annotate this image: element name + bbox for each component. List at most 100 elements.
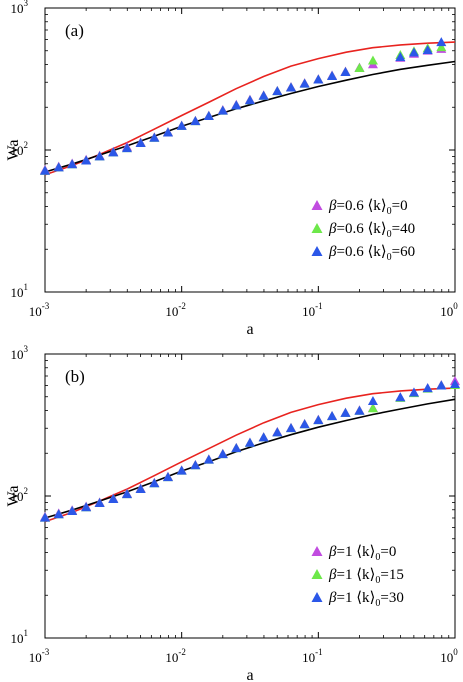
data-point — [422, 383, 433, 393]
y-tick-exponent: 3 — [24, 344, 29, 354]
legend-entry: β=1 ⟨k⟩0=30 — [328, 590, 404, 609]
data-point — [436, 37, 447, 47]
y-tick-base: 10 — [11, 285, 24, 300]
legend-entry: β=0.6 ⟨k⟩0=60 — [328, 244, 415, 263]
data-point — [367, 55, 378, 65]
data-point — [190, 116, 201, 126]
data-point — [299, 419, 310, 429]
minor-ticks — [45, 354, 455, 638]
data-point — [108, 494, 119, 504]
data-point — [67, 159, 78, 169]
data-point — [94, 151, 105, 161]
y-tick-base: 10 — [11, 143, 24, 158]
data-point — [340, 407, 351, 417]
black-model-curve — [44, 60, 456, 173]
y-tick-base: 10 — [11, 347, 24, 362]
data-point — [450, 378, 460, 388]
data-point — [40, 165, 50, 175]
data-point — [40, 512, 50, 522]
panel-label: (b) — [65, 367, 85, 386]
data-point — [327, 411, 338, 421]
x-tick-exponent: -3 — [42, 301, 50, 311]
data-point — [135, 483, 146, 493]
legend: β=0.6 ⟨k⟩0=0 β=0.6 ⟨k⟩0=40 β=0.6 ⟨k⟩0=60 — [311, 198, 415, 263]
data-point — [272, 86, 283, 96]
data-point — [327, 70, 338, 80]
data-point — [286, 423, 297, 433]
y-tick-label: 101 — [11, 628, 29, 646]
y-tick-label: 102 — [11, 140, 29, 158]
legend-marker — [311, 246, 323, 256]
data-point — [313, 74, 324, 84]
black-model-curve — [44, 398, 456, 519]
data-point — [395, 392, 406, 402]
legend-entry: β=1 ⟨k⟩0=0 — [328, 544, 396, 563]
y-tick-base: 10 — [11, 489, 24, 504]
data-point — [395, 52, 406, 62]
data-point — [258, 90, 269, 100]
x-tick-base: 10 — [165, 304, 178, 319]
data-point — [367, 403, 378, 413]
data-point — [94, 497, 105, 507]
y-tick-base: 10 — [11, 631, 24, 646]
y-tick-base: 10 — [11, 1, 24, 16]
x-tick-label: 10-1 — [302, 301, 323, 319]
y-tick-exponent: 3 — [24, 0, 29, 8]
x-tick-exponent: -1 — [315, 647, 323, 657]
x-tick-base: 10 — [29, 650, 42, 665]
x-tick-base: 10 — [302, 650, 315, 665]
red-model-curve — [44, 387, 456, 523]
legend-marker — [311, 546, 323, 556]
x-tick-label: 10-2 — [165, 301, 186, 319]
x-tick-base: 10 — [440, 304, 453, 319]
data-point — [354, 63, 365, 73]
x-axis-label: a — [246, 321, 253, 338]
data-point — [121, 489, 132, 499]
data-point — [162, 127, 173, 137]
legend-entry: β=0.6 ⟨k⟩0=40 — [328, 221, 415, 240]
y-tick-label: 101 — [11, 282, 29, 300]
data-point — [81, 502, 92, 512]
series-2 — [40, 378, 460, 522]
x-tick-label: 10-2 — [165, 647, 186, 665]
data-point — [176, 120, 187, 130]
y-tick-exponent: 1 — [24, 282, 29, 292]
y-tick-exponent: 1 — [24, 628, 29, 638]
panel-label: (a) — [65, 21, 84, 40]
x-tick-base: 10 — [302, 304, 315, 319]
legend-marker — [311, 223, 323, 233]
y-axis-label: Wa — [5, 486, 22, 507]
x-tick-label: 100 — [440, 647, 458, 665]
y-axis-label: Wa — [5, 140, 22, 161]
x-tick-base: 10 — [29, 304, 42, 319]
data-point — [81, 155, 92, 165]
y-tick-label: 103 — [11, 0, 29, 16]
data-point — [203, 454, 214, 464]
legend-entry: β=0.6 ⟨k⟩0=0 — [328, 198, 408, 217]
y-tick-exponent: 2 — [24, 140, 29, 150]
series-2 — [40, 37, 447, 175]
data-point — [313, 415, 324, 425]
data-point — [244, 437, 255, 447]
data-point — [422, 45, 433, 55]
x-tick-exponent: 0 — [453, 301, 458, 311]
y-tick-label: 102 — [11, 486, 29, 504]
x-tick-exponent: 0 — [453, 647, 458, 657]
data-point — [203, 110, 214, 120]
x-tick-exponent: -3 — [42, 647, 50, 657]
data-point — [286, 82, 297, 92]
data-point — [367, 396, 378, 406]
data-point — [258, 432, 269, 442]
data-point — [176, 465, 187, 475]
data-point — [436, 380, 447, 390]
data-point — [190, 460, 201, 470]
x-tick-exponent: -1 — [315, 301, 323, 311]
x-tick-label: 10-1 — [302, 647, 323, 665]
data-point — [53, 162, 64, 172]
data-point — [354, 405, 365, 415]
data-point — [162, 472, 173, 482]
data-point — [340, 67, 351, 77]
x-tick-label: 100 — [440, 301, 458, 319]
data-point — [217, 105, 228, 115]
